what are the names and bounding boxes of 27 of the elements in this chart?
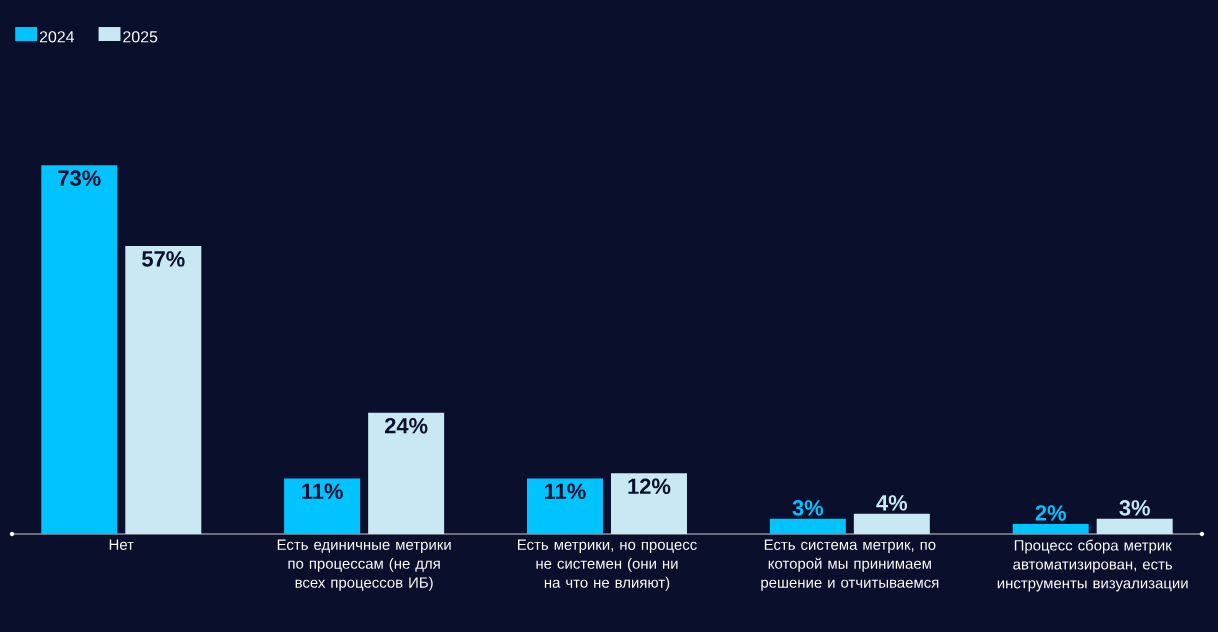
bar — [769, 518, 846, 534]
data-label: 3% — [792, 500, 824, 516]
data-label: 3% — [1119, 500, 1150, 516]
data-label: 73% — [58, 170, 101, 186]
data-label: 11% — [302, 483, 343, 500]
legend-label: 2025 — [123, 31, 158, 43]
bar — [610, 473, 687, 534]
legend-label: 2024 — [39, 31, 75, 43]
bar — [125, 245, 202, 534]
bar — [284, 478, 361, 534]
x-tick-label: Есть метрики, но процесс не системен (они ни на что не влияют) — [518, 539, 697, 591]
bar — [853, 513, 930, 534]
data-label: 12% — [628, 478, 671, 495]
x-tick-label: Есть система метрик, по которой мы принимаем решение и отчитываемся — [761, 539, 939, 591]
bar — [526, 478, 603, 534]
x-tick-label: Процесс сбора метрик автоматизирован, есть инструменты визуализации — [997, 539, 1188, 592]
data-label: 2% — [1035, 505, 1066, 521]
data-label: 4% — [876, 495, 908, 511]
data-label: 11% — [545, 483, 586, 500]
bar — [41, 165, 118, 534]
data-label: 24% — [384, 417, 428, 434]
x-tick-label: Есть единичные метрики по процессам (не для всех процессов ИБ) — [277, 539, 451, 591]
bar — [1096, 518, 1173, 534]
data-label: 57% — [142, 251, 185, 267]
x-tick-label: Нет — [109, 539, 134, 550]
bar — [368, 412, 445, 534]
bar — [1012, 523, 1089, 534]
